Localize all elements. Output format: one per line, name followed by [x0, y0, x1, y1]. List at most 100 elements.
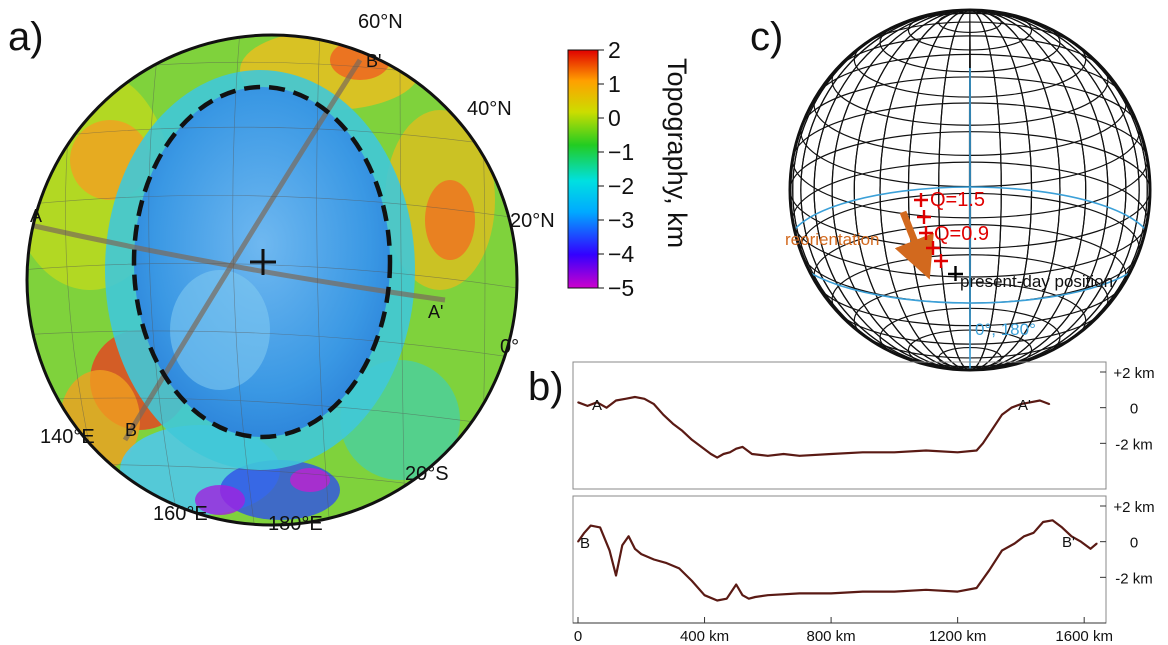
- profile-point: [1051, 519, 1054, 522]
- profile-end-label: A': [1018, 397, 1031, 414]
- profile-y-tick-label: -2 km: [1115, 436, 1153, 453]
- profile-point: [662, 414, 665, 416]
- profile-y-tick-label: +2 km: [1113, 365, 1154, 382]
- profile-point: [1048, 403, 1051, 405]
- lat-label-0: 0°: [500, 336, 519, 358]
- profile-point: [861, 451, 864, 454]
- profile-point: [735, 583, 737, 586]
- profile-y-tick-label: -2 km: [1115, 570, 1153, 587]
- profile-point: [991, 428, 994, 430]
- profile-point: [725, 597, 728, 600]
- q-label-0-9: Q=0.9: [934, 223, 989, 245]
- profile-point: [691, 580, 693, 582]
- profile-point: [615, 574, 617, 577]
- q-label-1-5: Q=1.5: [930, 189, 985, 211]
- x-axis-tick-label: 0: [574, 628, 582, 645]
- profile-end-label: A: [592, 397, 602, 414]
- basin-center-marker: [250, 249, 276, 275]
- profile-point: [681, 430, 684, 432]
- profile-point: [1070, 535, 1073, 538]
- colorbar-title: Topography, km: [662, 58, 692, 248]
- profile-point: [722, 453, 725, 455]
- profile-point-b-prime: B': [366, 51, 381, 71]
- lat-label-60n: 60°N: [358, 11, 403, 33]
- profile-point: [716, 599, 718, 602]
- profile-line: [577, 395, 1050, 459]
- profile-point: [634, 396, 636, 398]
- profile-point: [608, 549, 611, 552]
- lat-label-20s: 20°S: [405, 463, 449, 485]
- profile-point-a: A: [30, 206, 42, 226]
- profile-point: [925, 449, 927, 452]
- profile-point: [621, 544, 624, 547]
- colorbar-tick-label: −5: [608, 275, 634, 301]
- globe-meridian: [938, 10, 1002, 370]
- globe-meridian: [853, 10, 1087, 370]
- profile-point: [653, 403, 655, 405]
- profile-point: [861, 590, 864, 593]
- profile-point: [605, 406, 608, 409]
- topography-map: [25, 33, 519, 527]
- x-axis-tick-label: 1600 km: [1055, 628, 1113, 645]
- profile-point: [956, 590, 959, 593]
- profile-point: [1001, 414, 1003, 416]
- profile-point: [893, 451, 896, 454]
- profile-y-tick-label: 0: [1130, 401, 1138, 418]
- profile-point: [1001, 549, 1003, 552]
- profile-point: [640, 553, 643, 555]
- profile-point: [782, 453, 785, 455]
- profile-point: [627, 535, 630, 538]
- profile-point: [586, 405, 589, 407]
- lat-label-20n: 20°N: [510, 210, 555, 232]
- profile-point: [634, 548, 636, 550]
- lat-label-40n: 40°N: [467, 98, 512, 120]
- profile-point: [653, 558, 655, 561]
- profile-point: [748, 597, 750, 600]
- profile-end-label: B': [1062, 534, 1075, 551]
- profile-point: [735, 447, 737, 450]
- profile-point: [703, 594, 706, 596]
- globe: Q=1.5 Q=0.9 reorientation present-day po…: [785, 8, 1152, 372]
- profile-point: [741, 594, 744, 596]
- globe-meridian: [800, 10, 1140, 370]
- profile-end-label: B: [580, 535, 590, 552]
- reorientation-arrow: [894, 210, 934, 280]
- x-axis-tick-label: 1200 km: [929, 628, 987, 645]
- globe-meridian: [831, 10, 1109, 370]
- profile-point: [1023, 535, 1025, 538]
- profile-point: [1032, 531, 1035, 534]
- profile-point: [798, 592, 801, 595]
- profile-y-tick-label: 0: [1130, 535, 1138, 552]
- profile-x-axis: 0 400 km 800 km 1200 km 1600 km: [573, 617, 1113, 645]
- q-markers: [914, 193, 948, 268]
- colorbar-tick-label: 1: [608, 71, 621, 97]
- profile-point-b: B: [125, 420, 137, 440]
- profile-point: [975, 587, 978, 589]
- colorbar-tick-label: −1: [608, 139, 634, 165]
- profile-point: [691, 438, 693, 441]
- profile-point: [988, 569, 991, 571]
- profile-a-chart: +2 km 0 -2 km A A': [572, 361, 1155, 490]
- colorbar-tick-label: −3: [608, 207, 634, 233]
- profile-point: [982, 442, 984, 445]
- colorbar-tick-label: 0: [608, 105, 621, 131]
- profile-point: [1039, 399, 1041, 402]
- profile-point: [830, 592, 832, 595]
- profile-point: [1013, 542, 1016, 545]
- profile-point: [925, 589, 927, 591]
- profile-point: [624, 397, 627, 400]
- profile-point: [710, 453, 712, 455]
- profile-point: [672, 422, 674, 425]
- profile-point-a-prime: A': [428, 302, 443, 322]
- lon-label-180e: 180°E: [268, 513, 323, 535]
- globe-meridian: [879, 10, 1061, 370]
- globe-meridian: [813, 10, 1127, 370]
- profile-point: [615, 399, 617, 402]
- x-axis-tick-label: 400 km: [680, 628, 729, 645]
- profile-b-chart: +2 km 0 -2 km B B': [572, 495, 1155, 624]
- profile-point: [577, 401, 579, 404]
- profile-point: [741, 446, 744, 448]
- profile-point: [1061, 526, 1063, 529]
- profile-point: [767, 594, 769, 596]
